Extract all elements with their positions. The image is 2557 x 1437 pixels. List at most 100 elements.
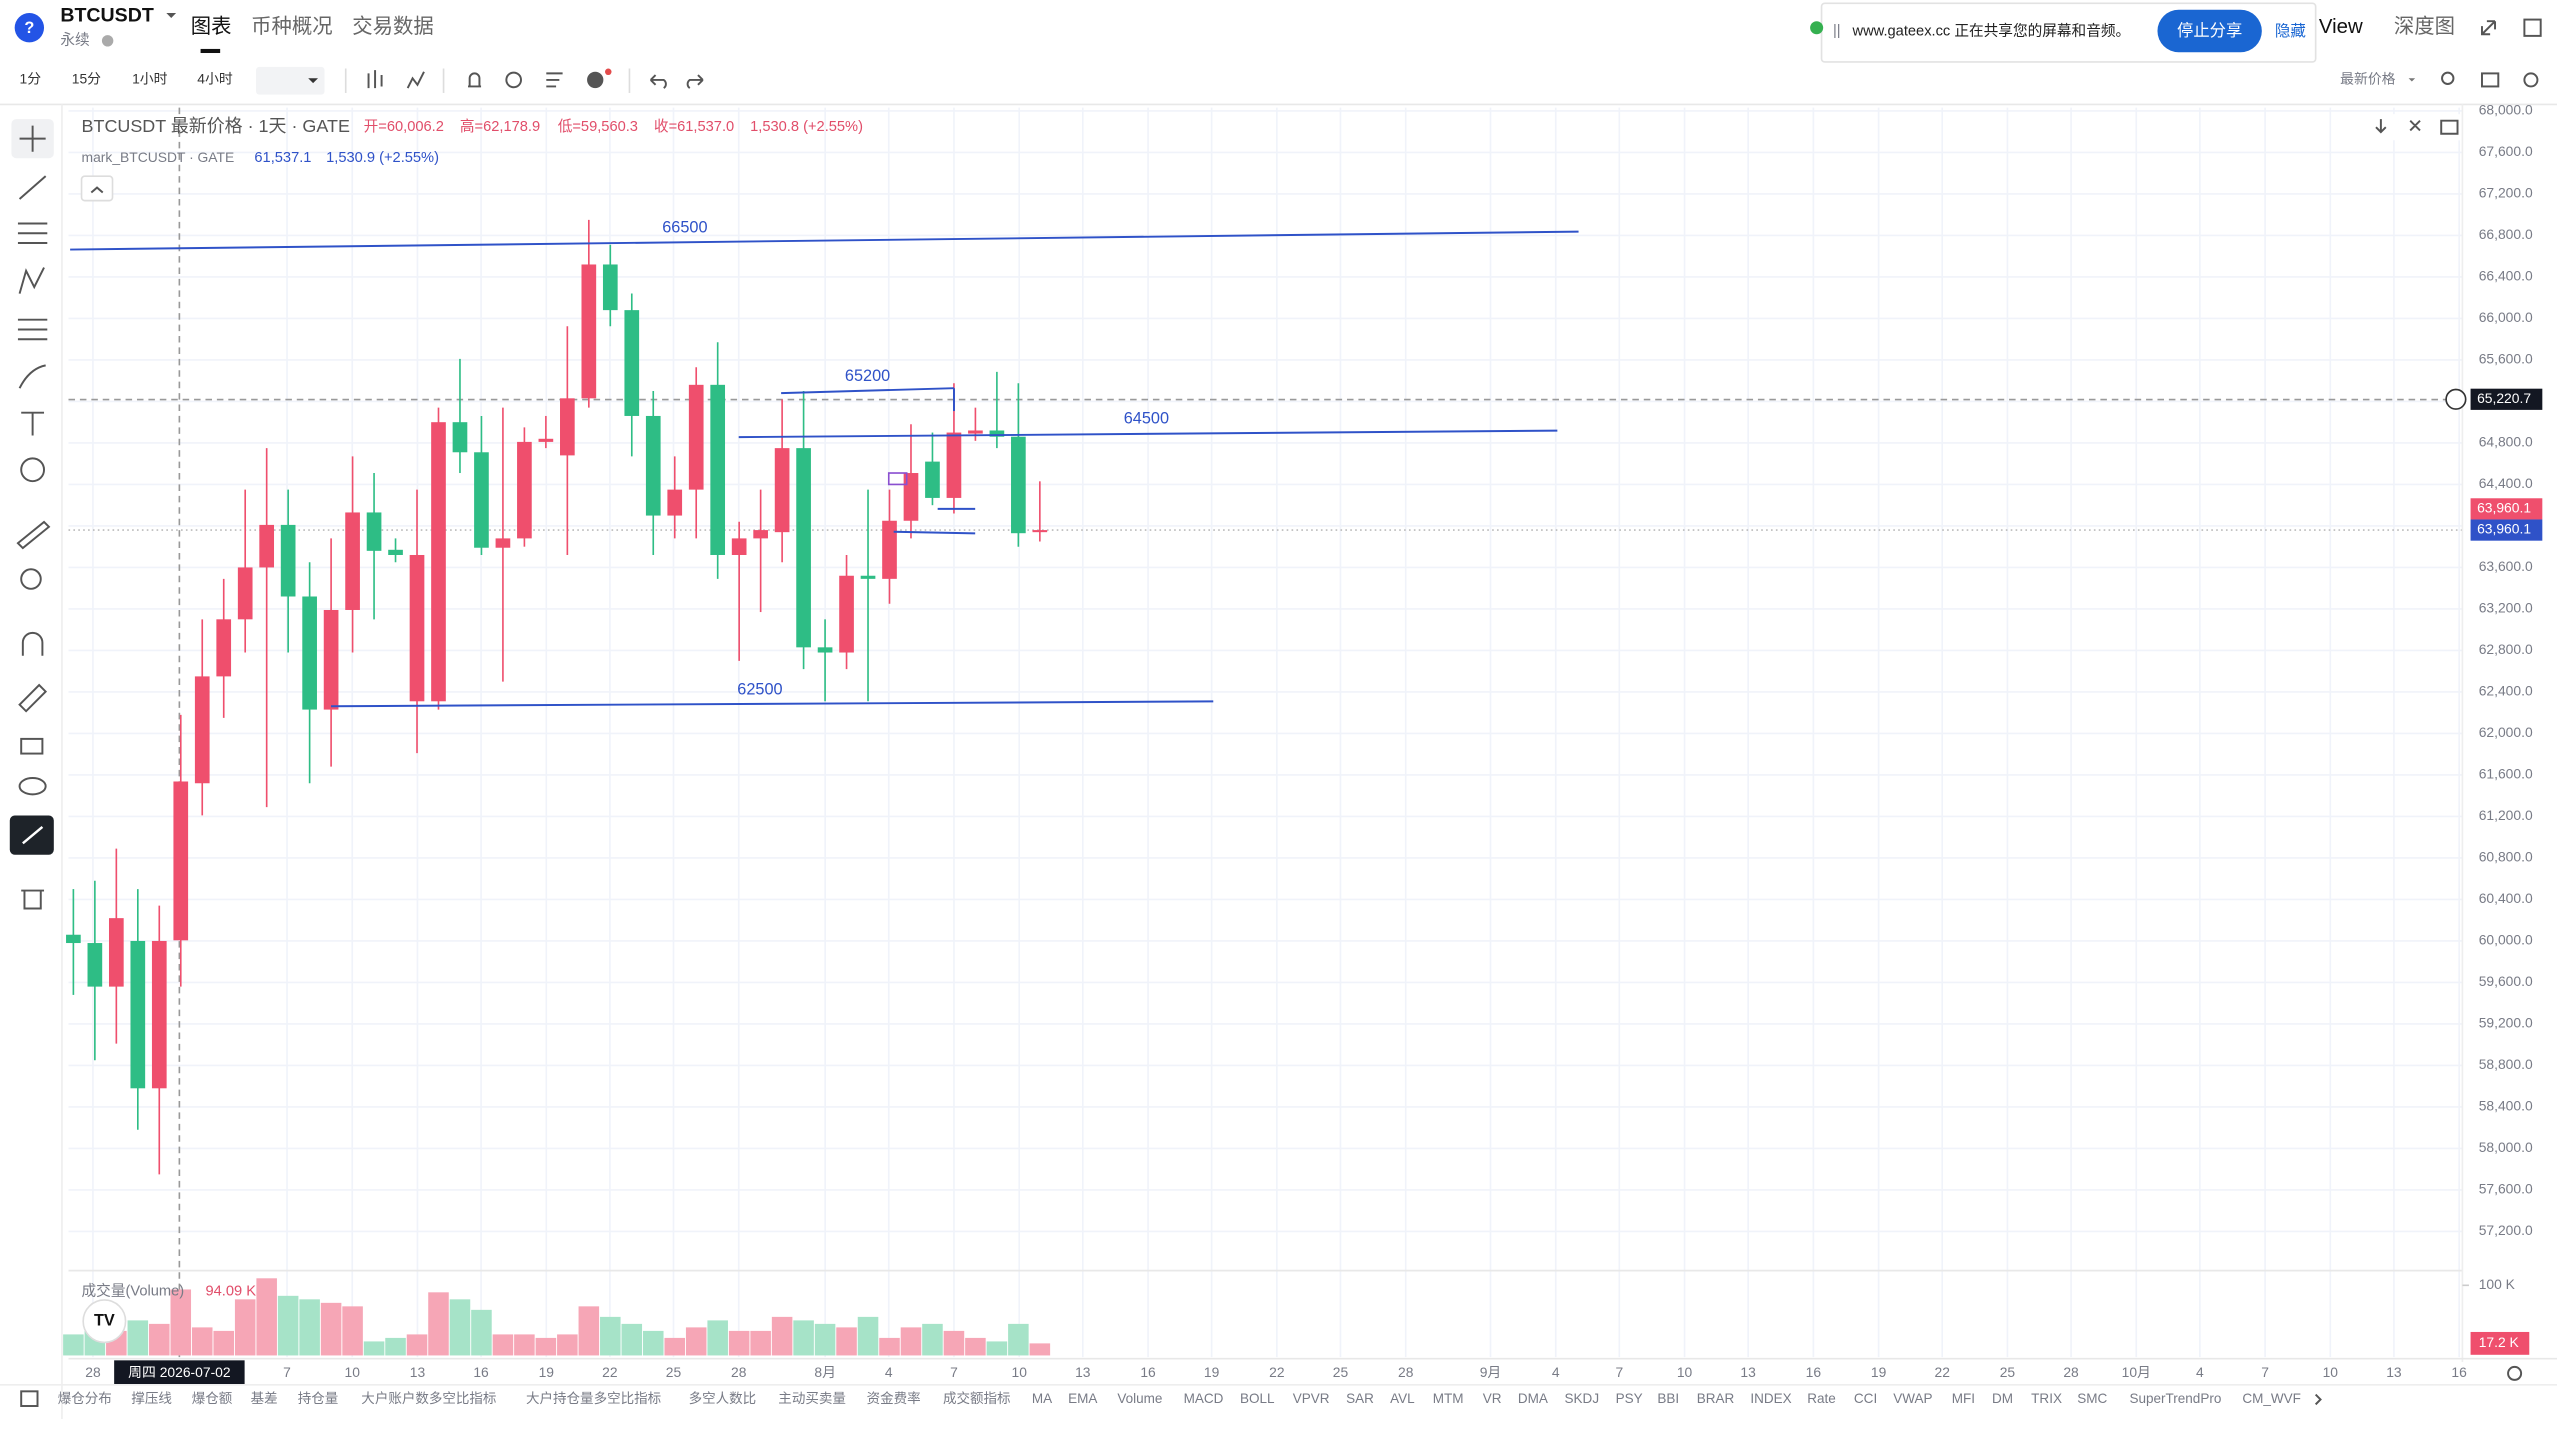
trendline-tool[interactable] bbox=[18, 175, 47, 200]
crosshair-tool[interactable] bbox=[19, 125, 46, 152]
x-tick-label: 13 bbox=[1740, 1364, 1756, 1380]
axis-settings[interactable] bbox=[2507, 1365, 2523, 1381]
brush-tool[interactable] bbox=[18, 364, 46, 389]
indicator-tab[interactable]: 撑压线 bbox=[131, 1391, 172, 1406]
indicator-icon[interactable] bbox=[406, 71, 425, 89]
x-tick-label: 16 bbox=[1140, 1364, 1156, 1380]
view-tab[interactable]: View bbox=[2319, 16, 2363, 38]
candle-body bbox=[452, 422, 468, 453]
crosshair-add[interactable] bbox=[2445, 388, 2467, 410]
undo-icon[interactable] bbox=[649, 74, 667, 89]
link-tool[interactable] bbox=[22, 826, 44, 845]
indicator-tab[interactable]: VWAP bbox=[1893, 1391, 1932, 1406]
indicator-tab[interactable]: VR bbox=[1483, 1391, 1502, 1406]
indicator-tab[interactable]: VPVR bbox=[1293, 1391, 1330, 1406]
indicator-tab[interactable]: 主动买卖量 bbox=[778, 1391, 846, 1406]
indicator-tab[interactable]: 基差 bbox=[251, 1390, 278, 1406]
indicator-tab[interactable]: Rate bbox=[1807, 1391, 1836, 1406]
redo-icon[interactable] bbox=[686, 74, 704, 89]
dropdown-arrow bbox=[2408, 78, 2416, 82]
indicator-tab[interactable]: MA bbox=[1032, 1391, 1052, 1406]
zoom-tool[interactable] bbox=[20, 568, 42, 590]
indicator-tab[interactable]: Volume bbox=[1117, 1391, 1162, 1406]
indicator-tab[interactable]: TRIX bbox=[2031, 1391, 2062, 1406]
settings-icon[interactable] bbox=[2523, 72, 2539, 88]
tab[interactable]: 交易数据 bbox=[352, 15, 434, 38]
candle-body bbox=[989, 430, 1005, 437]
indicator-tab[interactable]: 大户持仓量多空比指标 bbox=[526, 1390, 661, 1406]
indicator-tab[interactable]: 成交额指标 bbox=[943, 1390, 1011, 1406]
y-tick-label: 61,200.0 bbox=[2479, 807, 2533, 823]
drawn-line[interactable] bbox=[893, 530, 976, 535]
lock-draw-tool[interactable] bbox=[18, 683, 48, 713]
indicator-tab[interactable]: MTM bbox=[1433, 1391, 1464, 1406]
depth-tab[interactable]: 深度图 bbox=[2394, 15, 2455, 38]
indicator-tab[interactable]: MACD bbox=[1184, 1391, 1224, 1406]
indicator-tab[interactable]: CM_WVF bbox=[2242, 1391, 2301, 1406]
indicator-tab[interactable]: BBI bbox=[1657, 1391, 1679, 1406]
indicator-tab[interactable]: BOLL bbox=[1240, 1391, 1275, 1406]
indicator-tab[interactable]: 持仓量 bbox=[298, 1391, 339, 1406]
drawn-line[interactable] bbox=[781, 387, 955, 395]
template-icon[interactable] bbox=[546, 72, 563, 88]
visibility-tool[interactable] bbox=[18, 777, 47, 796]
pattern-tool[interactable] bbox=[18, 267, 45, 294]
interval[interactable]: 15分 bbox=[72, 71, 101, 87]
candle-type-icon[interactable] bbox=[367, 70, 383, 89]
indicator-tab[interactable]: PSY bbox=[1616, 1391, 1643, 1406]
indicator-tab[interactable]: 大户账户数多空比指标 bbox=[361, 1390, 496, 1406]
volume-bar bbox=[213, 1330, 234, 1356]
text-tool[interactable] bbox=[21, 411, 45, 436]
tab[interactable]: 图表 bbox=[191, 15, 232, 38]
alert-icon[interactable] bbox=[468, 72, 482, 88]
interval[interactable]: 1分 bbox=[20, 71, 42, 87]
info-icon[interactable] bbox=[101, 35, 114, 47]
hide-link[interactable]: 隐藏 bbox=[2275, 22, 2306, 40]
volume-bar bbox=[836, 1327, 857, 1356]
delete-tool[interactable] bbox=[21, 889, 45, 910]
add-icon[interactable] bbox=[587, 71, 604, 89]
emoji-tool[interactable] bbox=[20, 457, 46, 483]
indicator-tab[interactable]: SKDJ bbox=[1565, 1391, 1600, 1406]
help-icon[interactable] bbox=[14, 13, 45, 43]
price-source[interactable]: 最新价格 bbox=[2340, 71, 2396, 87]
pane-icons[interactable] bbox=[2375, 119, 2459, 135]
interval[interactable]: 4小时 bbox=[197, 71, 233, 87]
indicator-tab[interactable]: DM bbox=[1992, 1391, 2013, 1406]
symbol[interactable]: BTCUSDT bbox=[60, 4, 153, 26]
indicator-tab[interactable]: INDEX bbox=[1750, 1391, 1791, 1406]
interval[interactable]: 1小时 bbox=[132, 71, 168, 87]
replay-icon[interactable] bbox=[505, 71, 522, 89]
indicator-tab[interactable]: SuperTrendPro bbox=[2129, 1391, 2221, 1406]
tab-underline bbox=[200, 48, 221, 54]
indicator-tab[interactable]: AVL bbox=[1390, 1391, 1415, 1406]
indicator-tab[interactable]: DMA bbox=[1518, 1391, 1548, 1406]
drawn-line[interactable] bbox=[331, 700, 1214, 708]
magnet-tool[interactable] bbox=[21, 631, 44, 656]
indicator-tab[interactable]: 爆仓额 bbox=[192, 1391, 233, 1406]
tab[interactable]: 币种概况 bbox=[251, 15, 333, 38]
indicator-tab[interactable]: SAR bbox=[1346, 1391, 1374, 1406]
indicator-tab[interactable]: 多空人数比 bbox=[689, 1390, 757, 1406]
indicator-tab[interactable]: EMA bbox=[1068, 1391, 1097, 1406]
indicator-tab[interactable]: CCI bbox=[1854, 1391, 1877, 1406]
ruler-tool[interactable] bbox=[16, 520, 51, 550]
scroll-right[interactable] bbox=[2314, 1393, 2322, 1406]
projection-tool[interactable] bbox=[17, 318, 48, 341]
indicator-tab[interactable]: MFI bbox=[1952, 1391, 1975, 1406]
stop-share-button[interactable] bbox=[2157, 9, 2262, 53]
indicator-tab[interactable]: BRAR bbox=[1697, 1391, 1735, 1406]
fib-tool[interactable] bbox=[17, 222, 48, 245]
drawn-line[interactable] bbox=[738, 429, 1558, 439]
indicator-tab[interactable]: 爆仓分布 bbox=[58, 1391, 112, 1406]
expand-icon[interactable] bbox=[2481, 20, 2497, 36]
drawn-box[interactable] bbox=[887, 472, 908, 486]
indicator-tab[interactable]: 资金费率 bbox=[867, 1390, 921, 1406]
drawn-line[interactable] bbox=[70, 230, 1579, 251]
lock-tool[interactable] bbox=[20, 737, 44, 755]
camera-icon[interactable] bbox=[2481, 72, 2500, 88]
fullscreen-icon[interactable] bbox=[2523, 18, 2542, 37]
indicator-menu-icon[interactable] bbox=[20, 1390, 39, 1407]
indicator-tab[interactable]: SMC bbox=[2077, 1391, 2107, 1406]
search-icon[interactable] bbox=[2441, 71, 2455, 85]
